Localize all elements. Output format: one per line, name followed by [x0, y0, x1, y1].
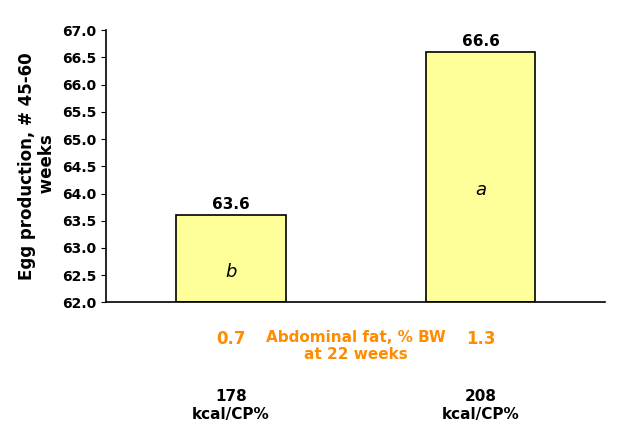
Text: b: b [225, 263, 236, 281]
Text: 178
kcal/CP%: 178 kcal/CP% [192, 390, 270, 422]
Text: 1.3: 1.3 [466, 330, 495, 348]
Text: Abdominal fat, % BW
at 22 weeks: Abdominal fat, % BW at 22 weeks [266, 330, 446, 362]
Text: 0.7: 0.7 [216, 330, 246, 348]
Text: 66.6: 66.6 [462, 34, 499, 49]
Bar [426, 52, 535, 302]
Text: 63.6: 63.6 [212, 197, 250, 212]
Y-axis label: Egg production, # 45-60
 weeks: Egg production, # 45-60 weeks [17, 53, 56, 280]
Text: 208
kcal/CP%: 208 kcal/CP% [442, 390, 519, 422]
Bar [176, 215, 286, 302]
Text: a: a [475, 181, 486, 199]
